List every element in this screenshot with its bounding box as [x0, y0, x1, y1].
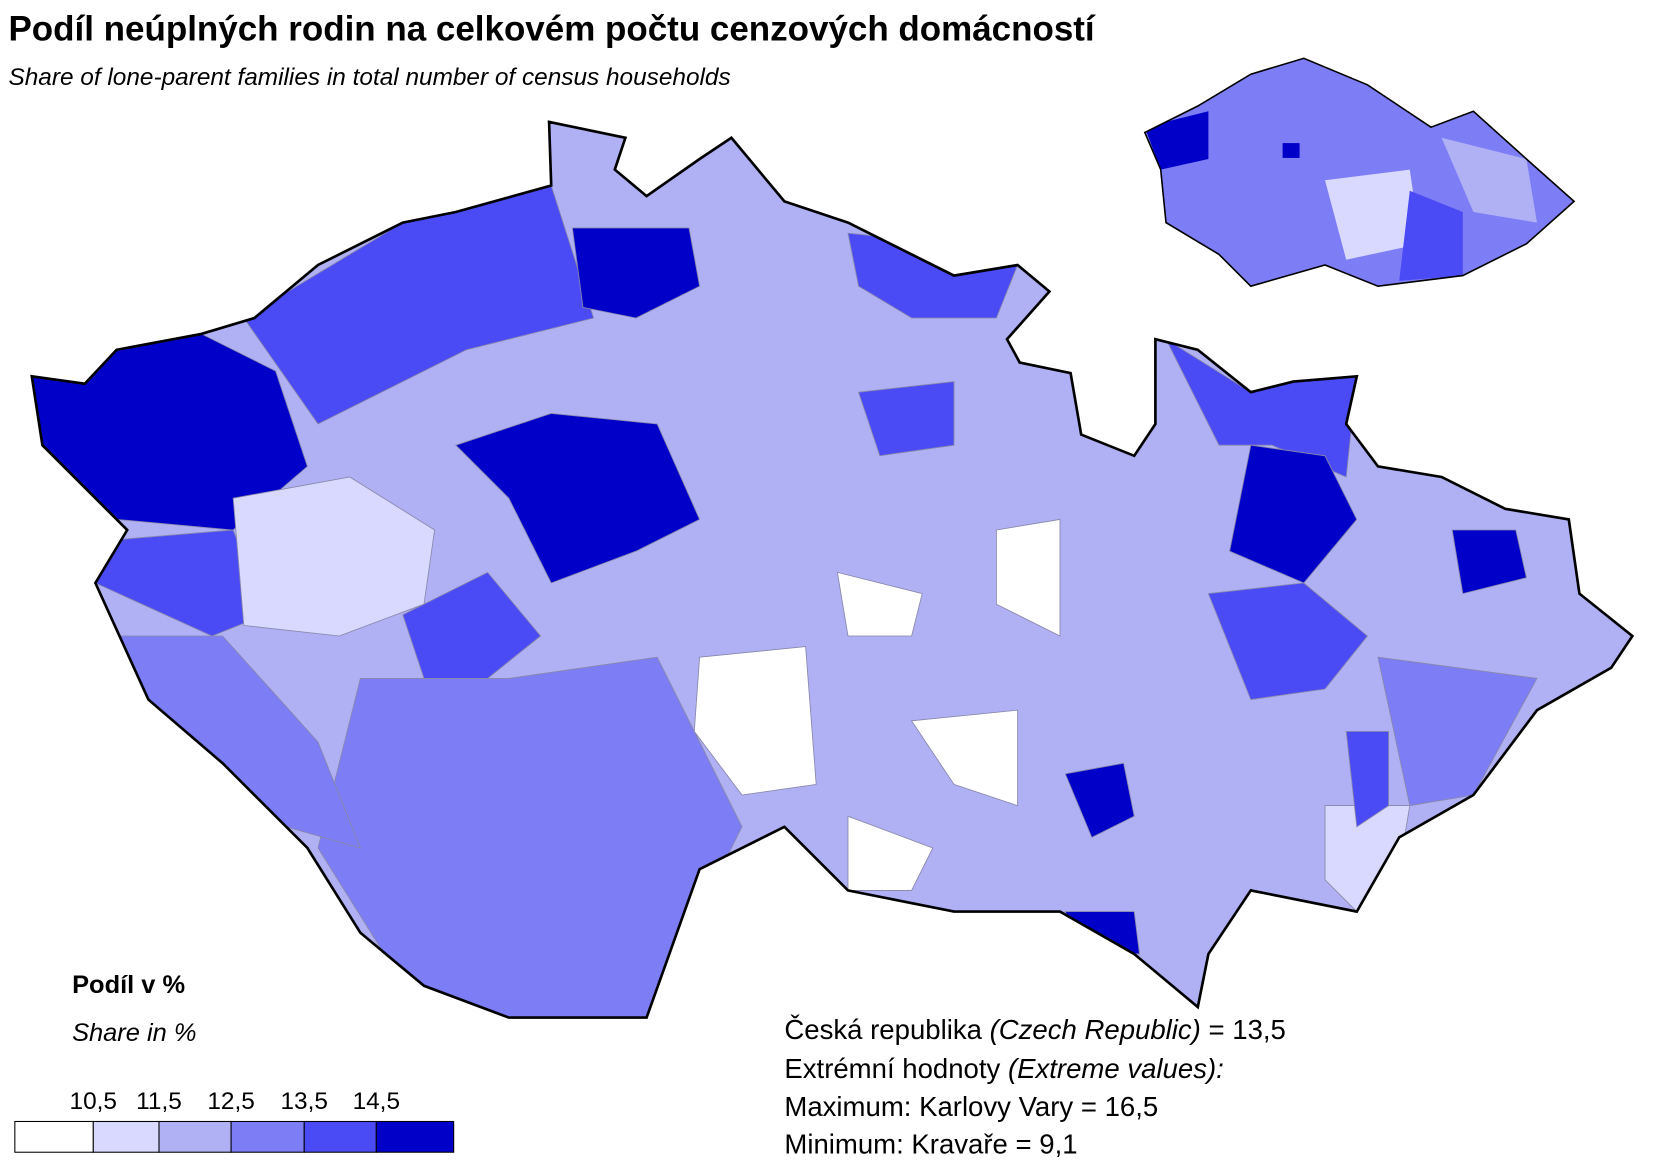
subtitle: Share of lone-parent families in total n…	[8, 64, 730, 91]
region	[1064, 762, 1135, 838]
region	[1324, 169, 1421, 260]
layout-group: Podíl neúplných rodin na celkovém počtu …	[8, 9, 1635, 1159]
stat-text: Extrémní hodnoty	[784, 1053, 1000, 1084]
legend-swatch	[375, 1120, 455, 1153]
region	[1144, 111, 1209, 170]
stat-text: (Extreme values):	[1008, 1053, 1224, 1084]
country-border	[30, 120, 1635, 1019]
stat-line: Maximum: Karlovy Vary = 16,5	[784, 1091, 1158, 1122]
region	[836, 571, 923, 637]
region	[1064, 911, 1140, 955]
inset-map	[1144, 58, 1575, 287]
stats: Česká republika (Czech Republic) = 13,5 …	[784, 1014, 1285, 1159]
region	[1441, 137, 1537, 223]
stat-text: (Czech Republic)	[990, 1014, 1201, 1045]
legend: 10,5 11,5 12,5 13,5 14,5	[14, 1088, 455, 1153]
region	[858, 381, 955, 457]
region	[1345, 730, 1390, 828]
region	[693, 646, 817, 796]
legend-break-label: 13,5	[280, 1088, 327, 1115]
region	[1207, 582, 1368, 701]
legend-swatch	[230, 1120, 305, 1153]
legend-break-label: 11,5	[136, 1088, 182, 1115]
region	[402, 571, 542, 679]
legend-swatch	[92, 1120, 160, 1153]
stat-text: Česká republika	[784, 1014, 982, 1045]
stat-text: = 13,5	[1209, 1014, 1286, 1045]
stat-line: Česká republika (Czech Republic) = 13,5	[784, 1014, 1285, 1045]
region	[571, 227, 701, 319]
legend-swatch	[303, 1120, 377, 1153]
region	[1399, 190, 1463, 281]
legend-swatch	[14, 1120, 94, 1153]
legend-title: Podíl v %	[72, 971, 185, 999]
legend-break-label: 14,5	[353, 1088, 400, 1115]
region	[317, 656, 743, 1018]
legend-subtitle: Share in %	[72, 1019, 196, 1047]
stat-line: Minimum: Kravaře = 9,1	[784, 1128, 1077, 1159]
inset-border	[1143, 57, 1576, 288]
region	[1229, 444, 1358, 584]
stat-line: Extrémní hodnoty (Extreme values):	[784, 1053, 1223, 1084]
region	[1451, 529, 1527, 595]
region	[1282, 143, 1300, 158]
region	[455, 412, 701, 584]
region	[995, 518, 1061, 637]
title: Podíl neúplných rodin na celkovém počtu …	[8, 9, 1095, 48]
region	[847, 815, 934, 891]
legend-swatch	[158, 1120, 232, 1153]
legend-break-label: 12,5	[207, 1088, 254, 1115]
legend-break-label: 10,5	[70, 1088, 117, 1115]
region	[910, 709, 1019, 807]
